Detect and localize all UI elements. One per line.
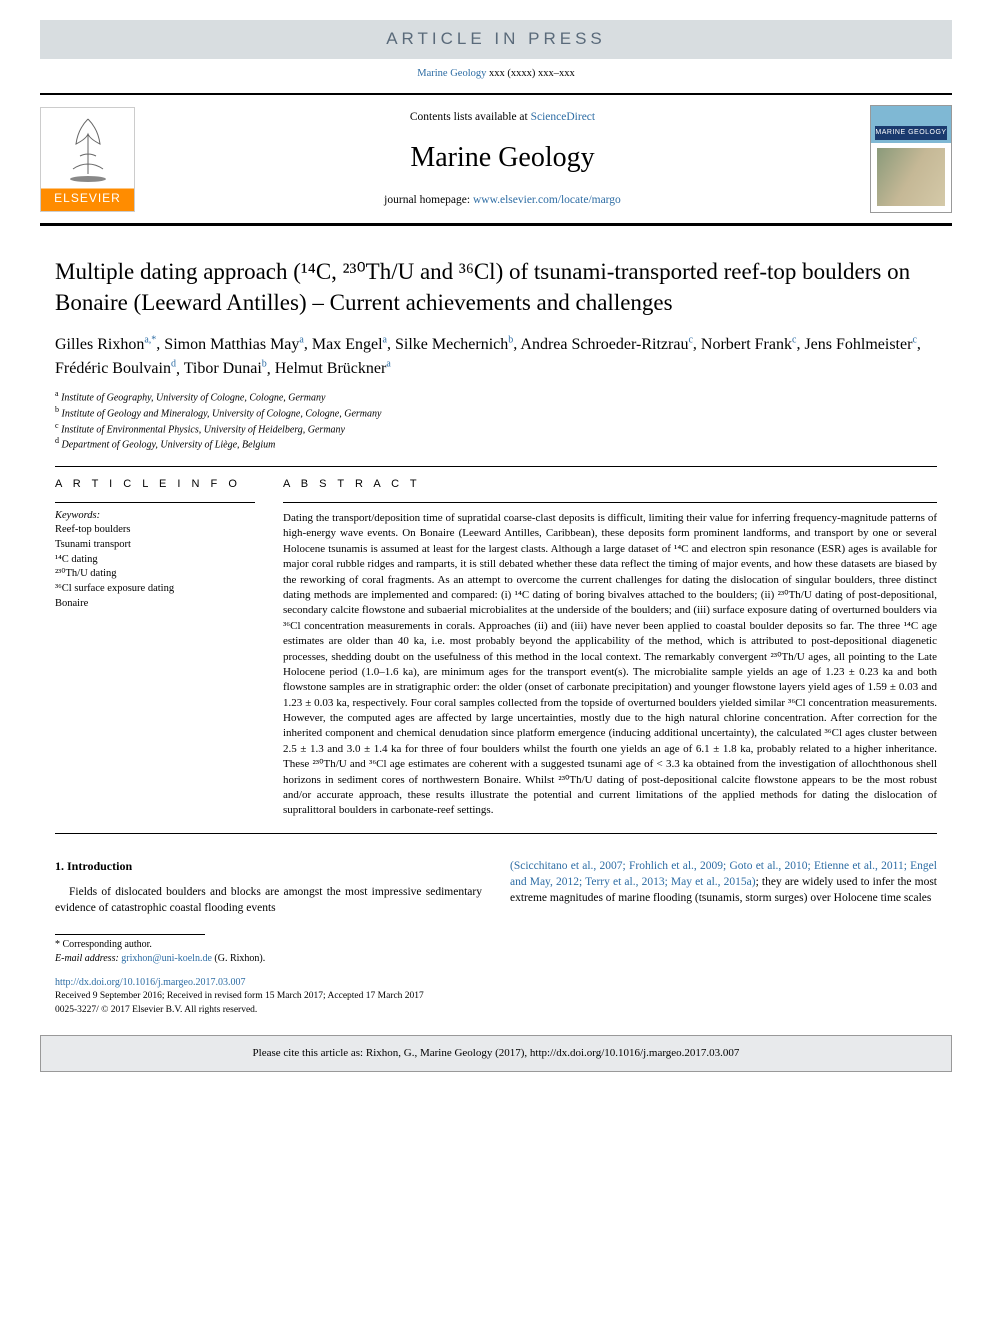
author-affil-link[interactable]: a — [383, 334, 387, 345]
sciencedirect-link[interactable]: ScienceDirect — [531, 111, 596, 123]
abstract-column: A B S T R A C T Dating the transport/dep… — [283, 477, 937, 819]
doi-block: http://dx.doi.org/10.1016/j.margeo.2017.… — [55, 976, 937, 990]
affiliations: a Institute of Geography, University of … — [55, 389, 937, 452]
journal-name: Marine Geology — [135, 139, 870, 177]
author: Jens Fohlmeisterc — [804, 336, 916, 353]
cover-thumb-title: MARINE GEOLOGY — [875, 126, 947, 139]
author-affil-link[interactable]: a,* — [144, 334, 156, 345]
body-col-left: 1. Introduction Fields of dislocated bou… — [55, 858, 482, 916]
author-affil-link[interactable]: c — [912, 334, 916, 345]
author-affil-link[interactable]: a — [386, 359, 390, 370]
keyword: Reef-top boulders — [55, 523, 255, 538]
author: Simon Matthias Maya — [164, 336, 304, 353]
affiliation: b Institute of Geology and Mineralogy, U… — [55, 405, 937, 421]
info-abstract-row: A R T I C L E I N F O Keywords: Reef-top… — [55, 477, 937, 819]
journal-homepage: journal homepage: www.elsevier.com/locat… — [135, 193, 870, 209]
header-cite-tail: xxx (xxxx) xxx–xxx — [486, 68, 574, 79]
author-list: Gilles Rixhona,*, Simon Matthias Maya, M… — [55, 332, 937, 381]
intro-para-right: (Scicchitano et al., 2007; Frohlich et a… — [510, 858, 937, 906]
email-line: E-mail address: grixhon@uni-koeln.de (G.… — [55, 952, 937, 966]
copyright-line: 0025-3227/ © 2017 Elsevier B.V. All righ… — [55, 1004, 937, 1017]
author-affil-link[interactable]: c — [688, 334, 692, 345]
header-citation: Marine Geology xxx (xxxx) xxx–xxx — [0, 67, 992, 81]
keyword: Tsunami transport — [55, 538, 255, 553]
author: Tibor Dunaib — [184, 360, 267, 377]
article-info-label: A R T I C L E I N F O — [55, 477, 255, 492]
author: Max Engela — [312, 336, 387, 353]
author-affil-link[interactable]: b — [508, 334, 513, 345]
in-press-text: ARTICLE IN PRESS — [386, 29, 606, 48]
affiliation: a Institute of Geography, University of … — [55, 389, 937, 405]
keyword: ¹⁴C dating — [55, 553, 255, 568]
author-email-link[interactable]: grixhon@uni-koeln.de — [121, 953, 212, 964]
author: Andrea Schroeder-Ritzrauc — [520, 336, 693, 353]
in-press-banner: ARTICLE IN PRESS — [40, 20, 952, 59]
keyword: ³⁶Cl surface exposure dating — [55, 582, 255, 597]
email-tail: (G. Rixhon). — [212, 953, 265, 964]
author: Silke Mechernichb — [395, 336, 513, 353]
keyword: Bonaire — [55, 597, 255, 612]
doi-link[interactable]: http://dx.doi.org/10.1016/j.margeo.2017.… — [55, 977, 245, 988]
keywords-label: Keywords: — [55, 509, 255, 523]
cover-thumb-image — [877, 148, 945, 206]
author: Norbert Frankc — [701, 336, 797, 353]
keywords-list: Reef-top bouldersTsunami transport¹⁴C da… — [55, 523, 255, 611]
intro-para-left: Fields of dislocated boulders and blocks… — [55, 884, 482, 916]
elsevier-name: ELSEVIER — [54, 190, 121, 210]
article-info-column: A R T I C L E I N F O Keywords: Reef-top… — [55, 477, 255, 819]
divider — [55, 466, 937, 467]
info-divider — [55, 502, 255, 503]
masthead: ELSEVIER Contents lists available at Sci… — [40, 93, 952, 226]
journal-cover-thumb[interactable]: MARINE GEOLOGY — [870, 105, 952, 213]
received-line: Received 9 September 2016; Received in r… — [55, 990, 937, 1003]
author: Helmut Brücknera — [275, 360, 391, 377]
abstract-label: A B S T R A C T — [283, 477, 937, 492]
intro-heading: 1. Introduction — [55, 858, 482, 874]
keyword: ²³⁰Th/U dating — [55, 567, 255, 582]
author-affil-link[interactable]: b — [262, 359, 267, 370]
author: Gilles Rixhona,* — [55, 336, 156, 353]
contents-available: Contents lists available at ScienceDirec… — [135, 110, 870, 126]
body-col-right: (Scicchitano et al., 2007; Frohlich et a… — [510, 858, 937, 916]
body-columns: 1. Introduction Fields of dislocated bou… — [55, 858, 937, 916]
header-journal-link[interactable]: Marine Geology — [417, 68, 486, 79]
elsevier-logo[interactable]: ELSEVIER — [40, 107, 135, 212]
author: Frédéric Boulvaind — [55, 360, 176, 377]
email-label: E-mail address: — [55, 953, 121, 964]
cite-this-article-box: Please cite this article as: Rixhon, G.,… — [40, 1035, 952, 1072]
elsevier-tree-icon — [58, 114, 118, 184]
homepage-link[interactable]: www.elsevier.com/locate/margo — [473, 194, 621, 206]
divider-2 — [55, 833, 937, 834]
masthead-center: Contents lists available at ScienceDirec… — [135, 110, 870, 209]
abstract-text: Dating the transport/deposition time of … — [283, 511, 937, 819]
contents-prefix: Contents lists available at — [410, 111, 531, 123]
abstract-divider — [283, 502, 937, 503]
author-affil-link[interactable]: a — [299, 334, 303, 345]
article-title: Multiple dating approach (¹⁴C, ²³⁰Th/U a… — [55, 256, 937, 318]
corresponding-author-note: * Corresponding author. — [55, 938, 937, 952]
affiliation: c Institute of Environmental Physics, Un… — [55, 421, 937, 437]
cite-text: Please cite this article as: Rixhon, G.,… — [253, 1047, 740, 1059]
affiliation: d Department of Geology, University of L… — [55, 436, 937, 452]
author-affil-link[interactable]: c — [792, 334, 796, 345]
footnotes: * Corresponding author. E-mail address: … — [55, 934, 937, 1017]
author-affil-link[interactable]: d — [171, 359, 176, 370]
homepage-prefix: journal homepage: — [384, 194, 473, 206]
footnote-separator — [55, 934, 205, 935]
